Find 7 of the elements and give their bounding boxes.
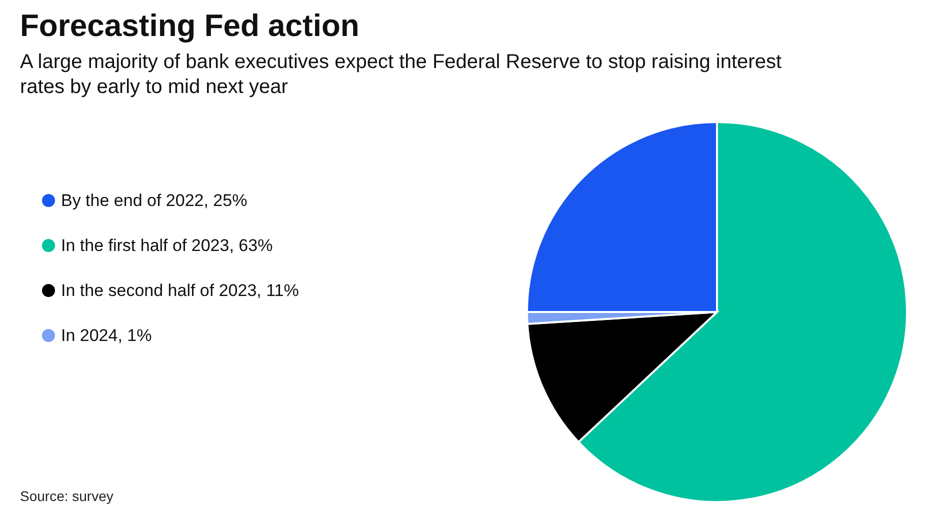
- chart-title: Forecasting Fed action: [20, 8, 360, 44]
- legend-label: By the end of 2022, 25%: [61, 190, 248, 210]
- legend-label: In the first half of 2023, 63%: [61, 236, 273, 256]
- legend-label: In 2024, 1%: [61, 326, 152, 346]
- source-note: Source: survey: [20, 488, 114, 504]
- legend-label: In the second half of 2023, 11%: [61, 280, 299, 300]
- chart-subtitle: A large majority of bank executives expect the Federal Reserve to stop raising interest rates by early to mid next year: [20, 50, 782, 100]
